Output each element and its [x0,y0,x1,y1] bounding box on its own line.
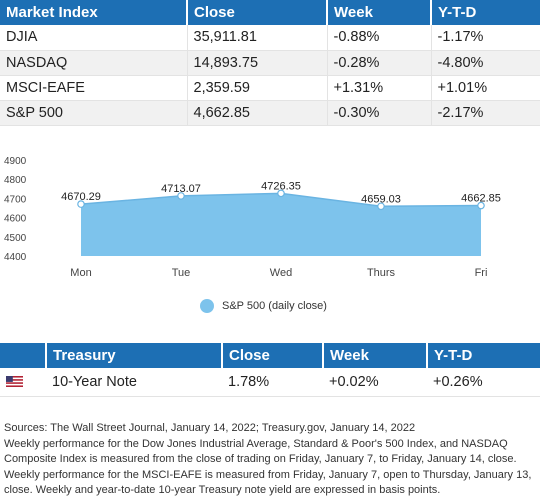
y-tick-label: 4900 [4,156,27,167]
y-tick-label: 4600 [4,214,27,225]
table-row: 10-Year Note 1.78% +0.02% +0.26% [0,368,540,397]
index-name: DJIA [0,25,188,51]
source-notes: Sources: The Wall Street Journal, Januar… [4,421,536,499]
data-label: 4659.03 [361,193,401,205]
index-name: MSCI-EAFE [0,75,188,101]
header-close: Close [187,0,328,25]
treasury-table-header: Treasury Close Week Y-T-D [0,343,540,368]
header-treasury: Treasury [46,343,223,368]
index-ytd: +1.01% [431,75,540,101]
us-flag-icon [0,368,46,397]
note-weekly-indices: Weekly performance for the Dow Jones Ind… [4,437,517,466]
x-tick-label: Tue [172,267,191,279]
y-tick-label: 4700 [4,194,27,205]
treasury-ytd: +0.26% [427,368,540,397]
x-tick-label: Thurs [367,267,396,279]
data-point [177,192,185,200]
data-label: 4726.35 [261,180,301,192]
index-week: -0.28% [327,50,432,76]
data-point [477,201,485,210]
header-ytd: Y-T-D [431,0,540,25]
x-tick-label: Wed [270,267,292,279]
index-ytd: -2.17% [431,100,540,126]
index-name: NASDAQ [0,50,188,76]
data-point [77,200,85,208]
index-close: 2,359.59 [187,75,328,101]
area-fill [81,193,481,256]
legend-swatch [200,299,214,313]
data-point [377,202,385,211]
data-label: 4670.29 [61,191,101,203]
market-index-table: Market Index Close Week Y-T-D DJIA 35,91… [0,0,540,126]
data-label: 4713.07 [161,183,201,195]
market-table-header: Market Index Close Week Y-T-D [0,0,540,25]
index-week: +1.31% [327,75,432,101]
index-week: -0.88% [327,25,432,51]
header-market-index: Market Index [0,0,188,25]
header-week: Week [323,343,428,368]
index-week: -0.30% [327,100,432,126]
header-ytd: Y-T-D [427,343,540,368]
note-sources: Sources: The Wall Street Journal, Januar… [4,422,416,434]
index-ytd: -1.17% [431,25,540,51]
legend-label: S&P 500 (daily close) [222,300,327,312]
table-row: DJIA 35,911.81 -0.88% -1.17% [0,25,540,51]
table-row: S&P 500 4,662.85 -0.30% -2.17% [0,100,540,126]
header-week: Week [327,0,432,25]
x-tick-label: Mon [70,267,91,279]
table-row: NASDAQ 14,893.75 -0.28% -4.80% [0,50,540,76]
chart-legend: S&P 500 (daily close) [200,299,327,313]
data-label: 4662.85 [461,193,501,205]
y-tick-label: 4800 [4,175,27,186]
index-name: S&P 500 [0,100,188,126]
index-close: 35,911.81 [187,25,328,51]
table-row: MSCI-EAFE 2,359.59 +1.31% +1.01% [0,75,540,101]
data-point [277,189,285,198]
note-msci-treasury: Weekly performance for the MSCI-EAFE is … [4,468,532,497]
y-tick-label: 4400 [4,252,27,263]
index-close: 14,893.75 [187,50,328,76]
x-tick-label: Fri [475,267,488,279]
index-ytd: -4.80% [431,50,540,76]
treasury-week: +0.02% [323,368,427,397]
header-close: Close [222,343,324,368]
index-close: 4,662.85 [187,100,328,126]
treasury-name: 10-Year Note [46,368,222,397]
header-flag [0,343,47,368]
y-tick-label: 4500 [4,233,27,244]
treasury-close: 1.78% [222,368,323,397]
treasury-table: Treasury Close Week Y-T-D 10-Year Note 1… [0,343,540,397]
sp500-area-chart: 4400 4500 4600 4700 4800 4900 4670.29 Mon 4713.0… [4,156,501,279]
